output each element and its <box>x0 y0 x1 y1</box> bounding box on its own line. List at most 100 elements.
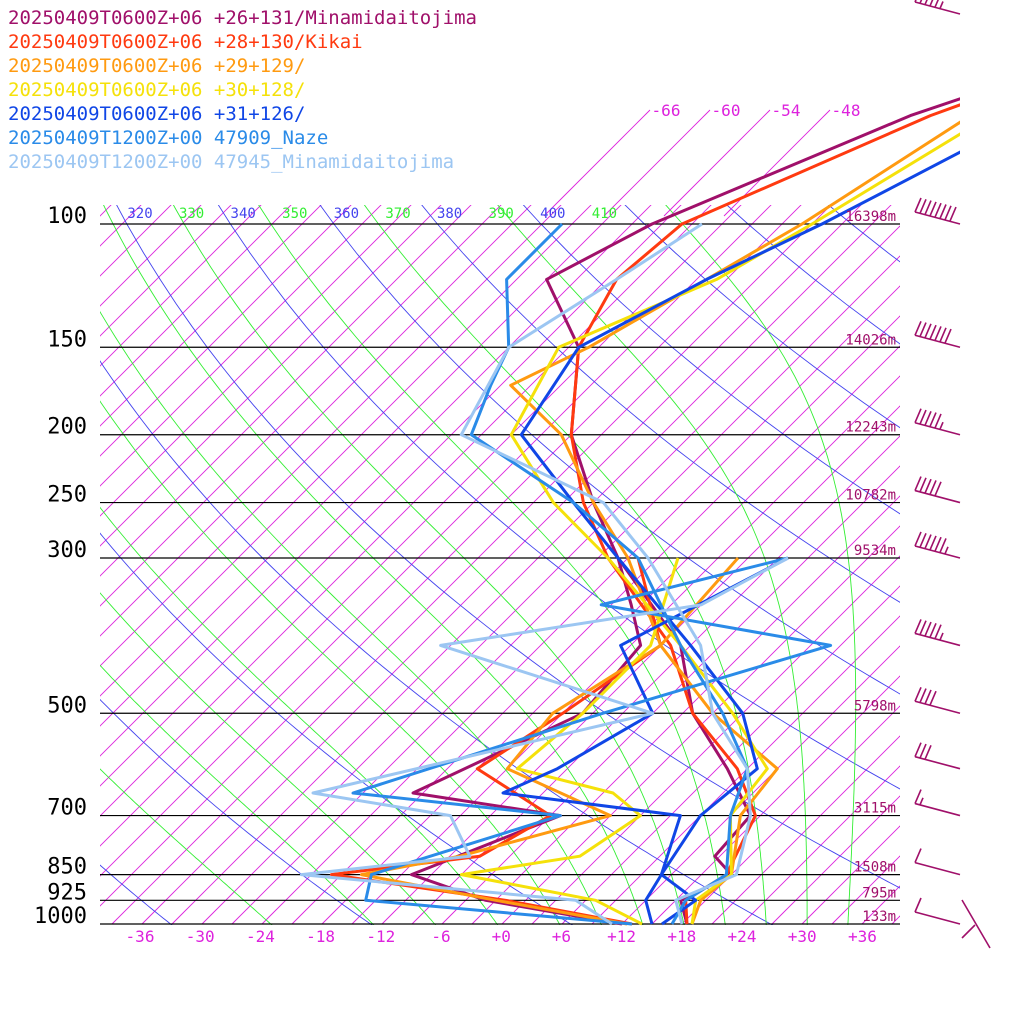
barb-flag <box>919 532 927 548</box>
barb-flag <box>924 200 932 215</box>
temperature-tick-label: -12 <box>366 927 395 946</box>
dry-adiabat-line <box>100 532 574 925</box>
isotherm-line <box>100 205 412 517</box>
dry-adiabat-line <box>319 205 900 695</box>
barb-staff <box>914 211 961 225</box>
temperature-tick-label: -30 <box>186 927 215 946</box>
dry-adiabat-line <box>100 864 173 925</box>
height-label: 795m <box>862 885 896 901</box>
axis-labels: 100 16398m 150 14026m 200 12243m 250 10782m 300 9… <box>34 101 896 946</box>
legend-item: 20250409T0600Z+06 +31+126/ <box>8 103 305 125</box>
wind-barbs <box>914 0 991 949</box>
moist-adiabat-line <box>172 205 685 925</box>
wind-barb <box>914 320 961 349</box>
isotherm-line <box>651 675 900 925</box>
barb-staff <box>914 802 961 817</box>
barb-flag <box>914 531 922 547</box>
theta-label: 330 <box>179 206 204 222</box>
barb-staff <box>914 545 961 559</box>
isotherm-line <box>922 192 1024 924</box>
temperature-tick-label: -24 <box>246 927 275 946</box>
wind-barb <box>914 531 961 559</box>
theta-label: 400 <box>540 206 565 222</box>
wind-barb <box>914 197 961 225</box>
legend-item: 20250409T0600Z+06 +26+131/Minamidaitojim… <box>8 7 477 29</box>
isotherm-line <box>100 205 232 337</box>
height-label: 12243m <box>845 420 896 436</box>
upper-isotherm-line <box>543 109 651 217</box>
wind-barb <box>914 0 961 15</box>
barb-flag <box>924 411 932 426</box>
barb-flag <box>919 409 927 425</box>
barb-flag <box>914 408 922 424</box>
barb-flag <box>939 538 947 553</box>
temperature-line-series-1 <box>569 103 960 925</box>
dewpoint-line-series-5 <box>351 556 833 926</box>
pressure-label: 150 <box>47 327 87 352</box>
dewpoint-line-series-0 <box>409 557 643 926</box>
theta-label: 320 <box>127 206 152 222</box>
barb-flag <box>919 198 927 214</box>
legend-item: 20250409T1200Z+00 47945_Minamidaitojima <box>8 151 454 173</box>
wind-barb <box>914 408 961 436</box>
temperature-tick-label: +0 <box>492 927 511 946</box>
dry-adiabat-line <box>522 205 900 515</box>
pressure-label: 100 <box>47 204 87 229</box>
wind-barb <box>914 742 961 770</box>
height-label: 14026m <box>845 332 896 348</box>
isotherm-line <box>100 205 352 457</box>
dewpoint-line-series-2 <box>359 557 740 926</box>
barb-staff <box>914 421 961 436</box>
theta-label: 380 <box>437 206 462 222</box>
dry-adiabat-line <box>217 205 900 790</box>
barb-half-flag <box>944 546 949 555</box>
upper-temperature-label: -60 <box>712 101 741 120</box>
isotherm-line <box>100 205 292 397</box>
theta-label: 340 <box>231 206 256 222</box>
barb-staff <box>914 334 961 349</box>
isotherm-line <box>952 192 1024 924</box>
surface-barb-flag <box>961 924 976 939</box>
barb-flag <box>919 0 923 4</box>
legend: 20250409T0600Z+06 +26+131/Minamidaitojim… <box>8 7 477 173</box>
barb-flag <box>934 413 942 429</box>
legend-item: 20250409T1200Z+00 47909_Naze <box>8 127 328 149</box>
height-label: 5798m <box>854 698 896 714</box>
barb-half-flag <box>919 797 924 806</box>
moist-adiabat-line <box>100 664 375 925</box>
barb-flag <box>914 789 922 804</box>
barb-half-flag <box>939 421 944 430</box>
upper-isotherm-line <box>603 109 711 217</box>
temperature-line-series-6 <box>459 222 752 925</box>
barb-flag <box>924 744 932 760</box>
barb-flag <box>929 623 937 638</box>
isotherm-line <box>982 192 1024 924</box>
temperature-tick-label: -36 <box>126 927 155 946</box>
isotherm-line <box>100 205 382 487</box>
barb-flag <box>929 0 934 7</box>
barb-flag <box>919 322 927 337</box>
pressure-label: 1000 <box>34 904 87 929</box>
barb-flag <box>929 324 937 340</box>
upper-isotherms <box>543 109 831 217</box>
temperature-line-series-3 <box>509 132 960 925</box>
barb-flag <box>929 535 937 551</box>
barb-flag <box>934 624 942 639</box>
barb-flag <box>934 326 942 341</box>
barb-flag <box>924 689 932 705</box>
legend-item: 20250409T0600Z+06 +28+130/Kikai <box>8 31 363 53</box>
isotherm-line <box>591 615 900 925</box>
barb-flag <box>914 686 922 702</box>
dry-adiabat-line <box>100 698 373 925</box>
height-label: 10782m <box>845 488 896 504</box>
theta-label: 360 <box>334 206 359 222</box>
height-label: 9534m <box>854 543 896 559</box>
barb-flag <box>934 536 942 552</box>
barb-flag <box>919 620 927 636</box>
temperature-tick-label: +36 <box>848 927 877 946</box>
pressure-label: 250 <box>47 483 87 508</box>
dewpoint-line-series-3 <box>459 557 680 926</box>
isotherm-line <box>741 765 900 925</box>
barb-flag <box>929 480 937 495</box>
